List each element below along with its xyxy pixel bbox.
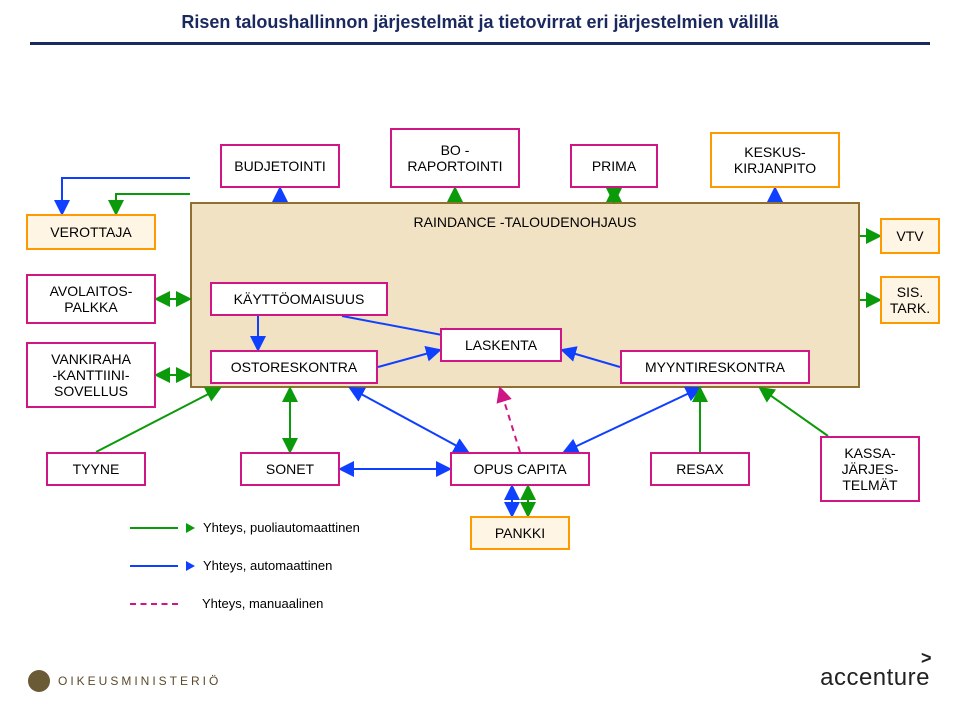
legend-manual-label: Yhteys, manuaalinen	[202, 596, 323, 611]
node-kayttoomaisuus: KÄYTTÖOMAISUUS	[210, 282, 388, 316]
node-pankki: PANKKI	[470, 516, 570, 550]
node-vtv: VTV	[880, 218, 940, 254]
node-resax: RESAX	[650, 452, 750, 486]
legend-semi-label: Yhteys, puoliautomaattinen	[203, 520, 360, 535]
node-kassa: KASSA- JÄRJES- TELMÄT	[820, 436, 920, 502]
node-keskus: KESKUS- KIRJANPITO	[710, 132, 840, 188]
node-sis_tark: SIS. TARK.	[880, 276, 940, 324]
page-title: Risen taloushallinnon järjestelmät ja ti…	[0, 12, 960, 33]
node-verottaja: VEROTTAJA	[26, 214, 156, 250]
node-ostoreskontra: OSTORESKONTRA	[210, 350, 378, 384]
node-budjetointi: BUDJETOINTI	[220, 144, 340, 188]
legend-semi: Yhteys, puoliautomaattinen	[130, 520, 360, 535]
logo-accenture: > accenture	[820, 664, 932, 692]
node-opus: OPUS CAPITA	[450, 452, 590, 486]
legend-auto: Yhteys, automaattinen	[130, 558, 332, 573]
node-laskenta: LASKENTA	[440, 328, 562, 362]
node-myyntireskontra: MYYNTIRESKONTRA	[620, 350, 810, 384]
node-prima: PRIMA	[570, 144, 658, 188]
accenture-chevron-icon: >	[921, 648, 932, 669]
node-tyyne: TYYNE	[46, 452, 146, 486]
logo-left-label: OIKEUSMINISTERIÖ	[58, 674, 221, 688]
logo-right-label: accenture	[820, 664, 930, 691]
legend-manual: Yhteys, manuaalinen	[130, 596, 323, 611]
title-underline	[30, 42, 930, 45]
node-sonet: SONET	[240, 452, 340, 486]
node-avolaitos: AVOLAITOS- PALKKA	[26, 274, 156, 324]
diagram-area: RAINDANCE -TALOUDENOHJAUS BUDJETOINTIBO …	[0, 50, 960, 642]
node-bo: BO - RAPORTOINTI	[390, 128, 520, 188]
logo-oikeusministerio: OIKEUSMINISTERIÖ	[28, 670, 221, 692]
node-vankiraha: VANKIRAHA -KANTTIINI- SOVELLUS	[26, 342, 156, 408]
footer: OIKEUSMINISTERIÖ > accenture	[28, 664, 932, 692]
legend-auto-label: Yhteys, automaattinen	[203, 558, 332, 573]
ministry-seal-icon	[28, 670, 50, 692]
